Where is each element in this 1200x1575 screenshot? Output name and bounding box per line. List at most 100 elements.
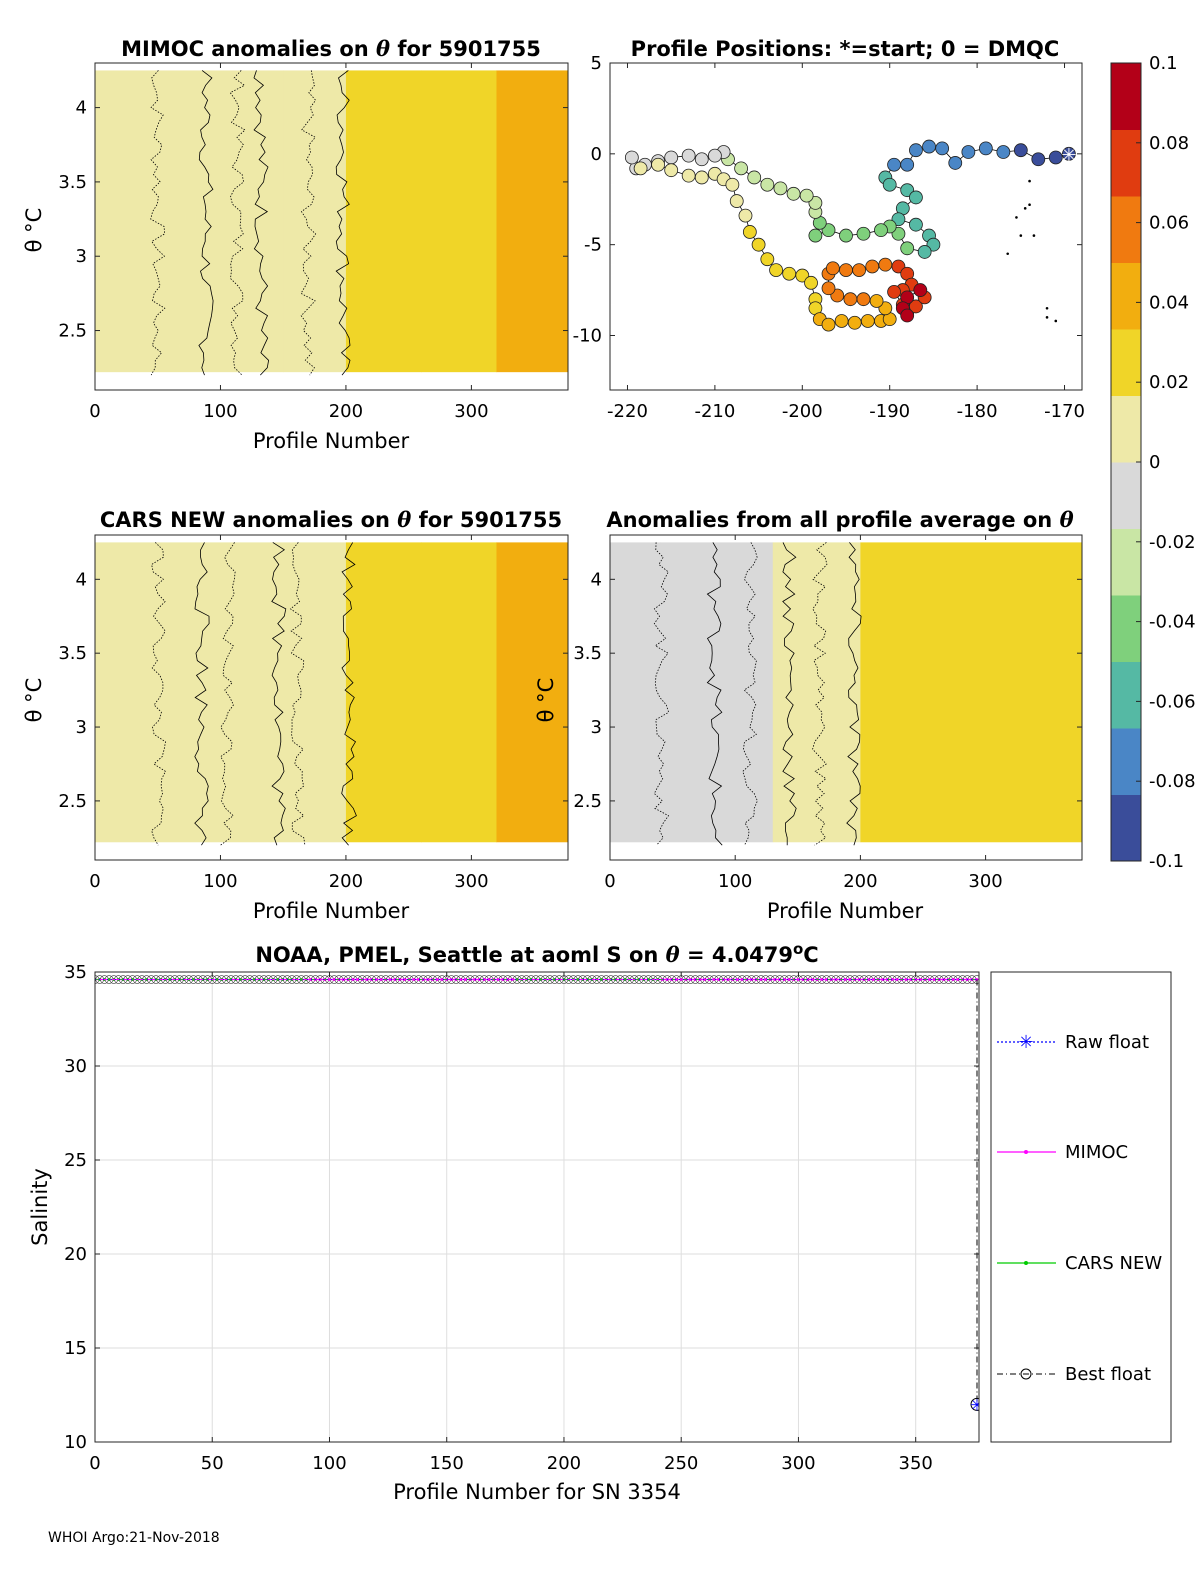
dmqc-dot xyxy=(1023,207,1027,210)
cars-axes: 0 100 200 300 4 3.5 3 2.5 xyxy=(58,535,568,892)
x-tick-label: -190 xyxy=(869,401,910,422)
legend-label-mimoc: MIMOC xyxy=(1065,1142,1128,1163)
y-tick-label: 3.5 xyxy=(58,643,87,664)
profile-position-marker xyxy=(694,170,709,185)
profile-position-marker xyxy=(909,190,923,205)
mimoc-axes-box xyxy=(94,62,569,391)
profile-position-marker xyxy=(782,266,797,281)
mimoc-ylabel: θ °C xyxy=(22,208,46,253)
cars-ylabel: θ °C xyxy=(22,678,46,723)
colorbar-swatch xyxy=(1111,329,1141,396)
profile-position-marker xyxy=(900,157,915,172)
dmqc-dot xyxy=(1028,179,1031,183)
x-tick-label: 200 xyxy=(329,401,363,422)
profile-position-marker xyxy=(917,245,932,259)
colorbar-swatch xyxy=(1111,395,1141,463)
dmqc-dot xyxy=(1028,203,1031,206)
profile-position-marker xyxy=(996,145,1011,159)
salinity-xlabel: Profile Number for SN 3354 xyxy=(393,1480,681,1504)
x-tick-label: 100 xyxy=(203,401,237,422)
colorbar-swatch xyxy=(1111,528,1141,596)
panel-salinity: NOAA, PMEL, Seattle at aoml S on θ = 4.0… xyxy=(28,940,1172,1504)
x-tick-label: 200 xyxy=(843,871,877,892)
heatmap-cell xyxy=(345,70,422,373)
raw-float-last-marker: ✳ xyxy=(970,1395,983,1414)
profile-position-marker xyxy=(799,188,814,203)
contour-line xyxy=(229,70,246,376)
colorbar-swatch xyxy=(1111,63,1141,130)
profile-position-marker xyxy=(786,186,801,201)
profile-position-marker xyxy=(935,141,950,156)
profile-position-marker xyxy=(760,177,775,192)
profile-position-marker xyxy=(922,139,936,154)
y-tick-label: 10 xyxy=(64,1432,87,1453)
profile-position-marker xyxy=(664,150,679,165)
profile-position-marker xyxy=(869,294,884,308)
x-tick-label: 0 xyxy=(89,1453,100,1474)
colorbar: 0.1 0.08 0.06 0.04 0.02 0 -0.02 -0.04 -0.06 -0.08… xyxy=(1110,53,1196,872)
legend-circle-marker xyxy=(1020,1368,1032,1380)
footer-credit: WHOI Argo:21-Nov-2018 xyxy=(48,1530,220,1546)
average-title: Anomalies from all profile average on θ xyxy=(606,507,1073,532)
panel-mimoc-anomalies: MIMOC anomalies on θ for 5901755 0 100 200… xyxy=(22,36,569,453)
average-ylabel: θ °C xyxy=(534,678,558,723)
contour-line xyxy=(846,542,862,846)
profile-position-marker xyxy=(633,161,648,176)
legend-dot-cars xyxy=(1024,1261,1028,1265)
colorbar-swatch xyxy=(1111,196,1141,263)
profile-position-marker xyxy=(825,261,840,276)
colorbar-ticks: 0.1 0.08 0.06 0.04 0.02 0 -0.02 -0.04 -0.06 -0.08… xyxy=(1136,53,1196,872)
y-tick-label: -10 xyxy=(573,326,602,347)
dmqc-dot xyxy=(1045,306,1049,310)
profile-position-marker xyxy=(1013,143,1028,158)
panel-profile-positions: Profile Positions: *=start; 0 = DMQC ✳ -… xyxy=(573,37,1085,422)
average-heatmap xyxy=(610,542,1082,846)
colorbar-swatch xyxy=(1111,595,1141,662)
colorbar-tick-label: -0.08 xyxy=(1149,771,1196,792)
profile-position-marker xyxy=(1061,146,1076,161)
legend-dot-mimoc xyxy=(1024,1150,1028,1154)
x-tick-label: 350 xyxy=(899,1453,933,1474)
heatmap-cell xyxy=(95,542,272,843)
y-tick-label: 5 xyxy=(591,53,602,74)
profile-position-marker xyxy=(773,181,788,196)
colorbar-tick-label: 0.02 xyxy=(1149,372,1189,393)
average-axes: 0 100 200 300 4 3.5 3 2.5 xyxy=(573,535,1082,892)
contour-line xyxy=(335,70,351,376)
heatmap-cell xyxy=(860,542,1082,843)
legend-item-cars-new: CARS NEW xyxy=(997,1253,1162,1274)
x-tick-label: 200 xyxy=(329,871,363,892)
legend-box xyxy=(990,971,1172,1443)
profile-position-marker xyxy=(707,148,722,163)
profile-position-marker xyxy=(913,283,928,297)
legend-label-raw-float: Raw float xyxy=(1065,1032,1149,1053)
contour-line xyxy=(150,70,166,376)
y-tick-label: 25 xyxy=(64,1150,87,1171)
x-tick-label: 300 xyxy=(454,871,488,892)
colorbar-tick-label: 0 xyxy=(1149,452,1160,473)
profile-position-marker xyxy=(725,177,740,192)
y-tick-label: 30 xyxy=(64,1056,87,1077)
x-tick-label: 0 xyxy=(89,871,100,892)
contour-line xyxy=(706,542,723,846)
dmqc-dot xyxy=(1006,252,1010,256)
profile-position-marker xyxy=(847,315,862,330)
x-tick-label: 100 xyxy=(718,871,752,892)
profile-position-marker xyxy=(900,241,915,256)
contour-line xyxy=(198,70,214,376)
profile-position-marker xyxy=(948,156,963,170)
contour-line xyxy=(782,542,797,846)
y-tick-label: -5 xyxy=(584,235,602,256)
y-tick-label: 3.5 xyxy=(573,643,602,664)
y-tick-label: 3 xyxy=(76,246,87,267)
heatmap-cell xyxy=(421,542,497,843)
profile-position-marker xyxy=(821,317,836,332)
dmqc-dot xyxy=(1054,319,1058,323)
colorbar-tick-label: -0.04 xyxy=(1149,612,1196,633)
colorbar-swatch xyxy=(1111,462,1141,529)
profile-position-marker xyxy=(624,150,639,165)
panel-profile-average-anomalies: Anomalies from all profile average on θ … xyxy=(534,507,1083,923)
heatmap-cell xyxy=(772,542,861,843)
contour-line xyxy=(300,70,317,376)
profile-position-marker xyxy=(769,263,783,278)
